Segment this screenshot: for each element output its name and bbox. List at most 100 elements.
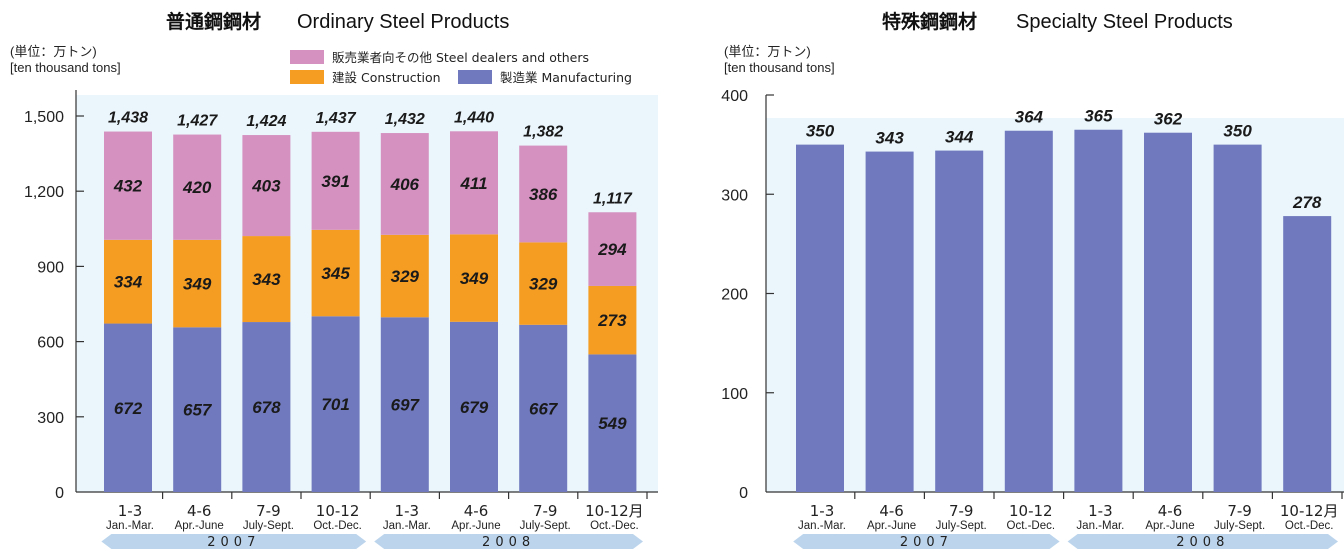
y-tick-label: 600: [37, 335, 64, 352]
bar-segment: [796, 144, 844, 492]
year-label: 2007: [207, 535, 260, 550]
legend-label-dealers: 販売業者向その他 Steel dealers and others: [332, 50, 589, 65]
bar-segment: [173, 327, 222, 492]
segment-value-label: 672: [114, 399, 143, 418]
x-category-label-en: July-Sept.: [1214, 520, 1265, 532]
x-category-label: 7-9: [533, 502, 558, 520]
total-value-label: 1,382: [523, 124, 563, 141]
y-tick-label: 0: [55, 485, 64, 502]
segment-value-label: 386: [529, 185, 558, 204]
ordinary-steel-chart: 普通鋼鋼材 Ordinary Steel Products (単位：万トン) […: [10, 10, 658, 550]
y-tick-label: 0: [739, 485, 748, 502]
bar-segment: [242, 322, 291, 492]
x-category-label: 1-3: [1088, 502, 1113, 520]
y-tick-label: 900: [37, 259, 64, 276]
year-band: [101, 534, 367, 549]
x-category-label-en: Apr.-June: [175, 520, 224, 532]
unit-label-jp: (単位：万トン): [724, 44, 811, 59]
bar-segment: [450, 131, 498, 235]
x-category-label-en: Oct.-Dec.: [590, 520, 639, 532]
bar-segment: [519, 145, 568, 243]
chart-title-en: Specialty Steel Products: [1016, 11, 1233, 33]
specialty-steel-chart: 特殊鋼鋼材 Specialty Steel Products (単位：万トン) …: [721, 10, 1344, 550]
x-category-label: 1-3: [395, 502, 420, 520]
x-category-label: 7-9: [1227, 502, 1252, 520]
bar-segment: [104, 239, 152, 324]
bar-segment: [865, 151, 914, 492]
bar-segment: [311, 229, 360, 317]
segment-value-label: 329: [529, 275, 558, 294]
bar-segment: [1144, 132, 1192, 492]
segment-value-label: 273: [597, 311, 627, 330]
segment-value-label: 343: [252, 270, 281, 289]
bar-segment: [104, 131, 152, 240]
y-tick-label: 300: [37, 410, 64, 427]
total-value-label: 1,438: [108, 110, 148, 127]
total-value-label: 1,437: [316, 110, 357, 127]
unit-label-en: [ten thousand tons]: [724, 60, 835, 75]
segment-value-label: 411: [459, 174, 487, 193]
total-value-label: 1,117: [593, 190, 633, 207]
plot-background: [76, 95, 658, 492]
total-value-label: 1,427: [177, 113, 218, 130]
segment-value-label: 701: [321, 395, 349, 414]
x-category-label-en: July-Sept.: [243, 520, 294, 532]
x-category-label-en: Oct.-Dec.: [313, 520, 362, 532]
bar-segment: [311, 131, 360, 230]
x-category-label-en: Oct.-Dec.: [1285, 520, 1334, 532]
x-category-label: 4-6: [1158, 502, 1183, 520]
y-tick-label: 200: [721, 287, 748, 304]
bar-segment: [450, 321, 498, 492]
segment-value-label: 667: [529, 399, 559, 418]
segment-value-label: 294: [597, 240, 627, 259]
bar-value-label: 343: [875, 129, 904, 148]
bar-value-label: 365: [1084, 107, 1113, 126]
y-tick-label: 400: [721, 88, 748, 105]
year-label: 2007: [900, 535, 953, 550]
y-tick-label: 1,200: [24, 184, 64, 201]
segment-value-label: 678: [252, 398, 281, 417]
specialty-plot-area: 01002003004003501-3Jan.-Mar.3434-6Apr.-J…: [721, 88, 1344, 550]
segment-value-label: 391: [321, 172, 349, 191]
segment-value-label: 406: [390, 175, 420, 194]
bar-segment: [519, 242, 568, 325]
bar-segment: [311, 316, 360, 492]
unit-label-en: [ten thousand tons]: [10, 60, 121, 75]
bar-value-label: 350: [1223, 122, 1252, 141]
x-category-label-en: Apr.-June: [867, 520, 916, 532]
bar-segment: [935, 150, 984, 492]
year-band: [1067, 534, 1338, 549]
y-tick-label: 1,500: [24, 109, 64, 126]
x-category-label: 1-3: [810, 502, 835, 520]
bar-segment: [242, 236, 291, 323]
bar-value-label: 364: [1015, 108, 1044, 127]
x-category-label-en: Jan.-Mar.: [798, 520, 846, 532]
bar-segment: [1213, 144, 1262, 492]
chart-title-jp: 普通鋼鋼材: [166, 10, 261, 33]
x-category-label-en: Jan.-Mar.: [1076, 520, 1124, 532]
bar-segment: [242, 135, 291, 237]
chart-title-jp: 特殊鋼鋼材: [882, 10, 977, 33]
legend-swatch-dealers: [290, 50, 324, 64]
total-value-label: 1,440: [454, 109, 494, 126]
segment-value-label: 657: [183, 401, 213, 420]
segment-value-label: 329: [391, 267, 420, 286]
total-value-label: 1,432: [385, 111, 425, 128]
year-band: [374, 534, 643, 549]
x-category-label: 7-9: [256, 502, 281, 520]
x-category-label: 10-12月: [1280, 502, 1339, 520]
x-category-label-en: Oct.-Dec.: [1007, 520, 1056, 532]
year-band: [793, 534, 1060, 549]
bar-segment: [588, 354, 637, 492]
segment-value-label: 349: [460, 269, 489, 288]
unit-label-jp: (単位：万トン): [10, 44, 97, 59]
bar-segment: [173, 239, 222, 328]
x-category-label-en: Jan.-Mar.: [106, 520, 154, 532]
x-category-label: 10-12: [1009, 502, 1053, 520]
segment-value-label: 349: [183, 275, 212, 294]
bar-segment: [380, 234, 429, 318]
x-category-label: 4-6: [464, 502, 489, 520]
segment-value-label: 549: [598, 414, 627, 433]
segment-value-label: 334: [114, 273, 143, 292]
